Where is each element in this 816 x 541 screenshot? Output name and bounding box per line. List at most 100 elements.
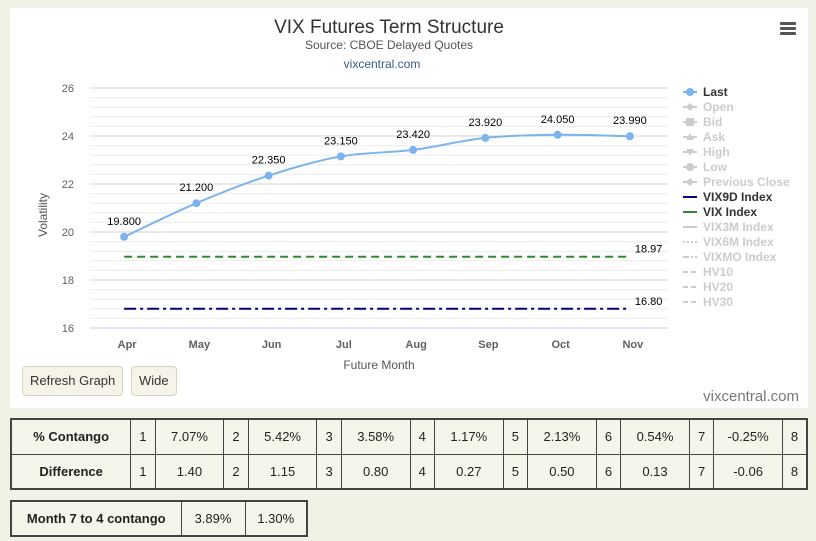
row-label: % Contango [10,418,132,455]
legend-item[interactable]: VIX Index [683,205,757,219]
table-row: Difference 1 1.40 2 1.15 3 0.80 4 0.27 5 0.50 6 0.13… [10,453,808,490]
wide-button[interactable]: Wide [131,366,177,396]
month-number-cell: 8 [781,453,808,490]
legend-label: VIX9D Index [703,190,773,204]
legend-label: VIXMO Index [703,250,777,264]
watermark: vixcentral.com [703,388,799,405]
table-cell: 2.13% [527,418,597,455]
data-label: 21.200 [180,182,214,194]
month-number-cell: 6 [595,418,622,455]
series: 19.800 21.200 22.350 23.150 23.420 23.920 24.0… [107,114,663,310]
data-label: 18.97 [635,244,663,256]
table-cell: 0.80 [340,453,411,490]
table-cell: 3.58% [340,418,411,455]
table-cell: 0.27 [433,453,504,490]
month-contango-label: Month 7 to 4 contango [10,500,182,537]
legend-item[interactable]: Open [683,100,734,114]
chart-subtitle: Source: CBOE Delayed Quotes [305,38,473,52]
legend-item[interactable]: HV30 [683,295,733,309]
month-contango-table: Month 7 to 4 contango 3.89% 1.30% [10,500,308,537]
row-label: Difference [10,453,132,490]
legend-marker [686,118,694,126]
y-tick-label: 26 [62,83,74,95]
legend-marker [686,163,694,171]
month-number-cell: 1 [130,418,156,455]
x-tick-label: Nov [622,339,644,351]
legend-label: Low [703,160,728,174]
menu-icon[interactable] [780,22,796,36]
legend-marker [686,133,694,140]
legend-label: HV10 [703,265,733,279]
legend-label: Ask [703,130,725,144]
table-cell: 7.07% [154,418,225,455]
chart: VIX Futures Term Structure Source: CBOE … [36,17,790,372]
month-number-cell: 1 [130,453,156,490]
legend-item[interactable]: VIXMO Index [683,250,777,264]
data-point [481,133,490,142]
table-cell: -0.25% [713,418,783,455]
table-cell: -0.06 [713,453,783,490]
month-number-cell: 3 [316,418,342,455]
y-tick-label: 24 [62,131,74,143]
table-cell: 1.30% [244,500,308,537]
month-number-cell: 8 [781,418,808,455]
x-tick-label: May [189,339,211,351]
month-number-cell: 3 [316,453,342,490]
data-label: 24.050 [541,114,575,126]
x-tick-label: Oct [551,339,570,351]
y-tick-label: 18 [62,275,74,287]
legend-label: HV30 [703,295,733,309]
table-cell: 5.42% [247,418,318,455]
data-label: 16.80 [635,296,663,308]
legend-item[interactable]: HV10 [683,265,733,279]
month-number-cell: 2 [223,453,249,490]
table-cell: 3.89% [180,500,246,537]
legend-label: High [703,145,730,159]
legend-item[interactable]: VIX6M Index [683,235,774,249]
table-cell: 1.17% [433,418,504,455]
data-point [409,145,418,154]
legend-item[interactable]: Last [683,85,728,99]
legend-item[interactable]: Ask [683,130,725,144]
x-tick-label: Sep [478,339,498,351]
month-number-cell: 5 [502,453,529,490]
legend-item[interactable]: HV20 [683,280,733,294]
data-label: 23.990 [613,115,647,127]
series-line-last [123,133,630,238]
month-number-cell: 2 [223,418,249,455]
table-cell: 1.15 [247,453,318,490]
legend-item[interactable]: VIX9D Index [683,190,773,204]
data-point [120,232,129,241]
legend-label: VIX6M Index [703,235,774,249]
table-cell: 1.40 [154,453,225,490]
month-number-cell: 4 [409,418,435,455]
month-number-cell: 7 [688,418,715,455]
y-axis-title: Volatility [36,193,50,237]
site-link[interactable]: vixcentral.com [344,57,421,71]
y-tick-label: 16 [62,323,74,335]
data-point [553,130,562,139]
data-label: 19.800 [107,216,141,228]
grid [90,87,668,329]
legend-item[interactable]: High [683,145,730,159]
month-number-cell: 7 [688,453,715,490]
legend-item[interactable]: Bid [683,115,722,129]
legend-item[interactable]: VIX3M Index [683,220,774,234]
legend-item[interactable]: Low [683,160,728,174]
data-point [192,199,201,208]
month-number-cell: 6 [595,453,622,490]
data-label: 23.420 [396,129,430,141]
data-point [264,171,273,180]
legend-label: HV20 [703,280,733,294]
refresh-graph-button[interactable]: Refresh Graph [22,366,124,396]
data-label: 22.350 [252,155,286,167]
month-number-cell: 4 [409,453,435,490]
x-tick-label: Apr [118,339,138,351]
table-row: % Contango 1 7.07% 2 5.42% 3 3.58% 4 1.17% 5 2.13%… [10,418,808,455]
table-cell: 0.13 [620,453,690,490]
legend-marker [686,103,694,111]
contango-table: % Contango 1 7.07% 2 5.42% 3 3.58% 4 1.17% 5 2.13%… [10,418,808,490]
x-tick-label: Aug [405,339,426,351]
legend-item[interactable]: Previous Close [683,175,790,189]
